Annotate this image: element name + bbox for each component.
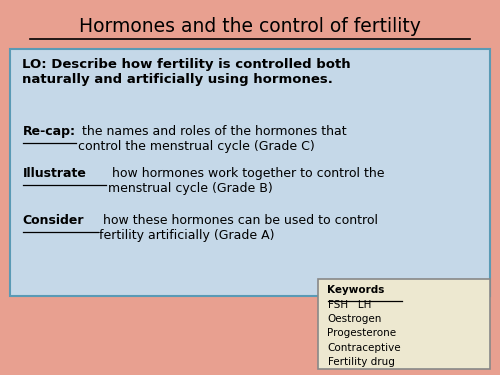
Text: Contraceptive: Contraceptive <box>328 343 401 353</box>
Text: the names and roles of the hormones that
control the menstrual cycle (Grade C): the names and roles of the hormones that… <box>78 125 346 153</box>
Text: how hormones work together to control the
menstrual cycle (Grade B): how hormones work together to control th… <box>108 167 384 195</box>
Text: Keywords: Keywords <box>328 285 385 295</box>
Text: Consider: Consider <box>22 214 84 228</box>
Text: Oestrogen: Oestrogen <box>328 314 382 324</box>
Text: LO: Describe how fertility is controlled both
naturally and artificially using h: LO: Describe how fertility is controlled… <box>22 58 351 86</box>
Text: Fertility drug: Fertility drug <box>328 357 394 367</box>
Text: Hormones and the control of fertility: Hormones and the control of fertility <box>79 17 421 36</box>
Text: Re-cap:: Re-cap: <box>22 125 76 138</box>
Text: FSH   LH: FSH LH <box>328 300 371 310</box>
Text: how these hormones can be used to control
fertility artificially (Grade A): how these hormones can be used to contro… <box>99 214 378 243</box>
Text: Progesterone: Progesterone <box>328 328 396 339</box>
FancyBboxPatch shape <box>10 49 490 296</box>
FancyBboxPatch shape <box>318 279 490 369</box>
Text: Illustrate: Illustrate <box>22 167 86 180</box>
